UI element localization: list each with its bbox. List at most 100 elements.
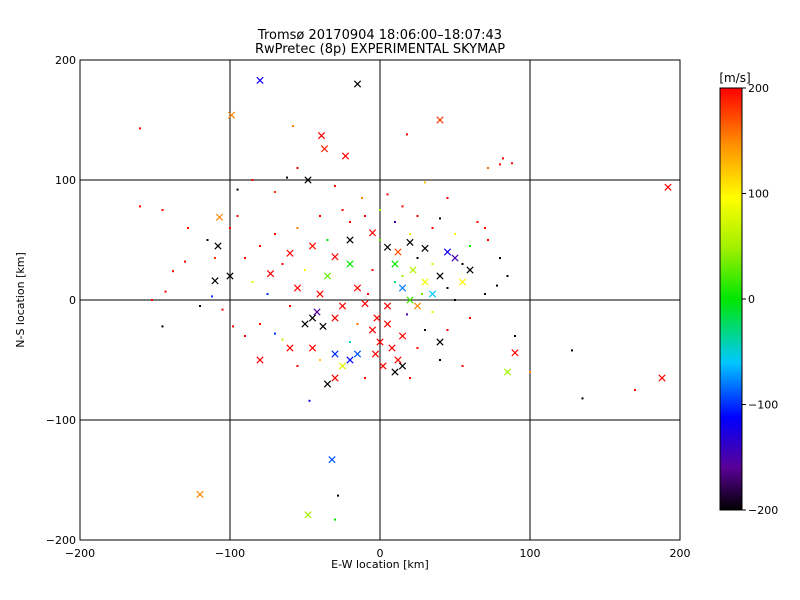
data-point-small bbox=[506, 275, 509, 277]
data-point-cross bbox=[286, 249, 294, 257]
data-point-small bbox=[511, 162, 513, 165]
data-point-small bbox=[406, 133, 408, 136]
data-point-small bbox=[496, 284, 498, 287]
data-point-cross bbox=[368, 229, 377, 237]
data-point-cross bbox=[319, 322, 327, 331]
x-tick-label: −100 bbox=[215, 547, 245, 560]
data-point-small bbox=[251, 179, 254, 181]
data-point-small bbox=[221, 308, 224, 311]
data-point-small bbox=[286, 176, 288, 179]
data-point-cross bbox=[338, 362, 347, 370]
data-point-small bbox=[334, 518, 336, 521]
data-point-small bbox=[326, 239, 329, 241]
data-point-cross bbox=[443, 248, 452, 256]
data-point-small bbox=[164, 290, 167, 293]
data-point-cross bbox=[331, 314, 339, 322]
data-point-small bbox=[214, 257, 216, 259]
data-point-cross bbox=[664, 183, 672, 191]
data-point-cross bbox=[211, 277, 219, 285]
data-point-cross bbox=[341, 152, 350, 160]
data-point-cross bbox=[383, 243, 392, 251]
data-point-small bbox=[409, 233, 411, 235]
data-point-small bbox=[274, 191, 276, 193]
data-point-small bbox=[416, 257, 419, 259]
data-point-cross bbox=[328, 455, 336, 464]
data-point-small bbox=[281, 263, 284, 265]
data-point-cross bbox=[308, 344, 317, 352]
data-point-small bbox=[259, 245, 261, 247]
y-tick-label: −100 bbox=[46, 414, 76, 427]
data-point-small bbox=[289, 305, 291, 307]
data-point-small bbox=[581, 397, 584, 400]
colorbar-tick-label: 100 bbox=[748, 188, 769, 201]
data-point-cross bbox=[331, 374, 339, 382]
data-point-small bbox=[484, 293, 486, 295]
data-point-cross bbox=[256, 356, 264, 364]
data-point-small bbox=[296, 365, 299, 367]
x-tick-label: 100 bbox=[520, 547, 541, 560]
data-point-small bbox=[499, 163, 501, 166]
data-point-small bbox=[244, 335, 246, 337]
data-point-cross bbox=[466, 266, 474, 274]
data-point-small bbox=[334, 185, 336, 187]
y-tick-label: 100 bbox=[55, 174, 76, 187]
data-point-small bbox=[184, 260, 186, 263]
grid-lines bbox=[80, 60, 680, 540]
data-point-cross bbox=[215, 213, 224, 221]
data-point-small bbox=[484, 227, 486, 229]
colorbar-ticks: 200 100 0 −100 −200 bbox=[742, 82, 778, 517]
data-point-small bbox=[461, 365, 464, 367]
colorbar-tick-label: −100 bbox=[748, 399, 778, 412]
data-point-cross bbox=[323, 380, 332, 388]
data-point-small bbox=[161, 209, 164, 211]
data-point-cross bbox=[373, 314, 381, 322]
data-point-small bbox=[487, 239, 489, 241]
data-point-small bbox=[394, 221, 396, 223]
data-point-cross bbox=[421, 244, 429, 253]
data-point-small bbox=[529, 371, 531, 373]
data-point-small bbox=[361, 197, 363, 199]
data-point-cross bbox=[436, 338, 444, 346]
data-point-cross bbox=[331, 253, 339, 261]
data-point-small bbox=[304, 269, 306, 271]
data-point-cross bbox=[338, 302, 347, 310]
data-point-small bbox=[394, 281, 396, 283]
x-axis: −200 −100 0 100 200 bbox=[65, 547, 691, 560]
data-point-cross bbox=[391, 260, 399, 268]
data-point-small bbox=[401, 205, 404, 208]
data-point-cross bbox=[353, 284, 362, 292]
data-point-cross bbox=[361, 299, 369, 308]
data-point-cross bbox=[383, 320, 392, 328]
y-tick-label: 200 bbox=[55, 54, 76, 67]
data-point-small bbox=[274, 332, 276, 335]
data-point-cross bbox=[413, 302, 422, 310]
data-point-small bbox=[406, 313, 408, 316]
data-point-cross bbox=[331, 350, 339, 358]
data-point-small bbox=[151, 299, 153, 301]
data-point-small bbox=[416, 215, 419, 217]
data-point-small bbox=[296, 167, 299, 169]
data-point-small bbox=[386, 193, 389, 196]
data-point-cross bbox=[409, 266, 417, 274]
data-point-small bbox=[364, 215, 366, 217]
data-point-small bbox=[337, 494, 339, 497]
chart-subtitle: RwPretec (8p) EXPERIMENTAL SKYMAP bbox=[255, 42, 505, 57]
data-point-small bbox=[454, 233, 456, 235]
data-point-cross bbox=[383, 302, 392, 310]
data-point-small bbox=[446, 287, 449, 289]
data-point-small bbox=[401, 275, 404, 277]
data-point-small bbox=[439, 217, 441, 220]
data-point-cross bbox=[368, 326, 377, 334]
data-point-cross bbox=[308, 314, 317, 322]
data-point-cross bbox=[388, 344, 396, 352]
data-point-small bbox=[341, 209, 344, 211]
data-point-small bbox=[364, 377, 366, 379]
data-point-cross bbox=[406, 238, 414, 247]
data-point-small bbox=[259, 323, 261, 325]
data-point-small bbox=[461, 263, 464, 265]
data-point-cross bbox=[256, 76, 264, 85]
data-point-cross bbox=[436, 272, 444, 280]
data-point-small bbox=[571, 349, 573, 352]
data-point-small bbox=[266, 293, 269, 295]
